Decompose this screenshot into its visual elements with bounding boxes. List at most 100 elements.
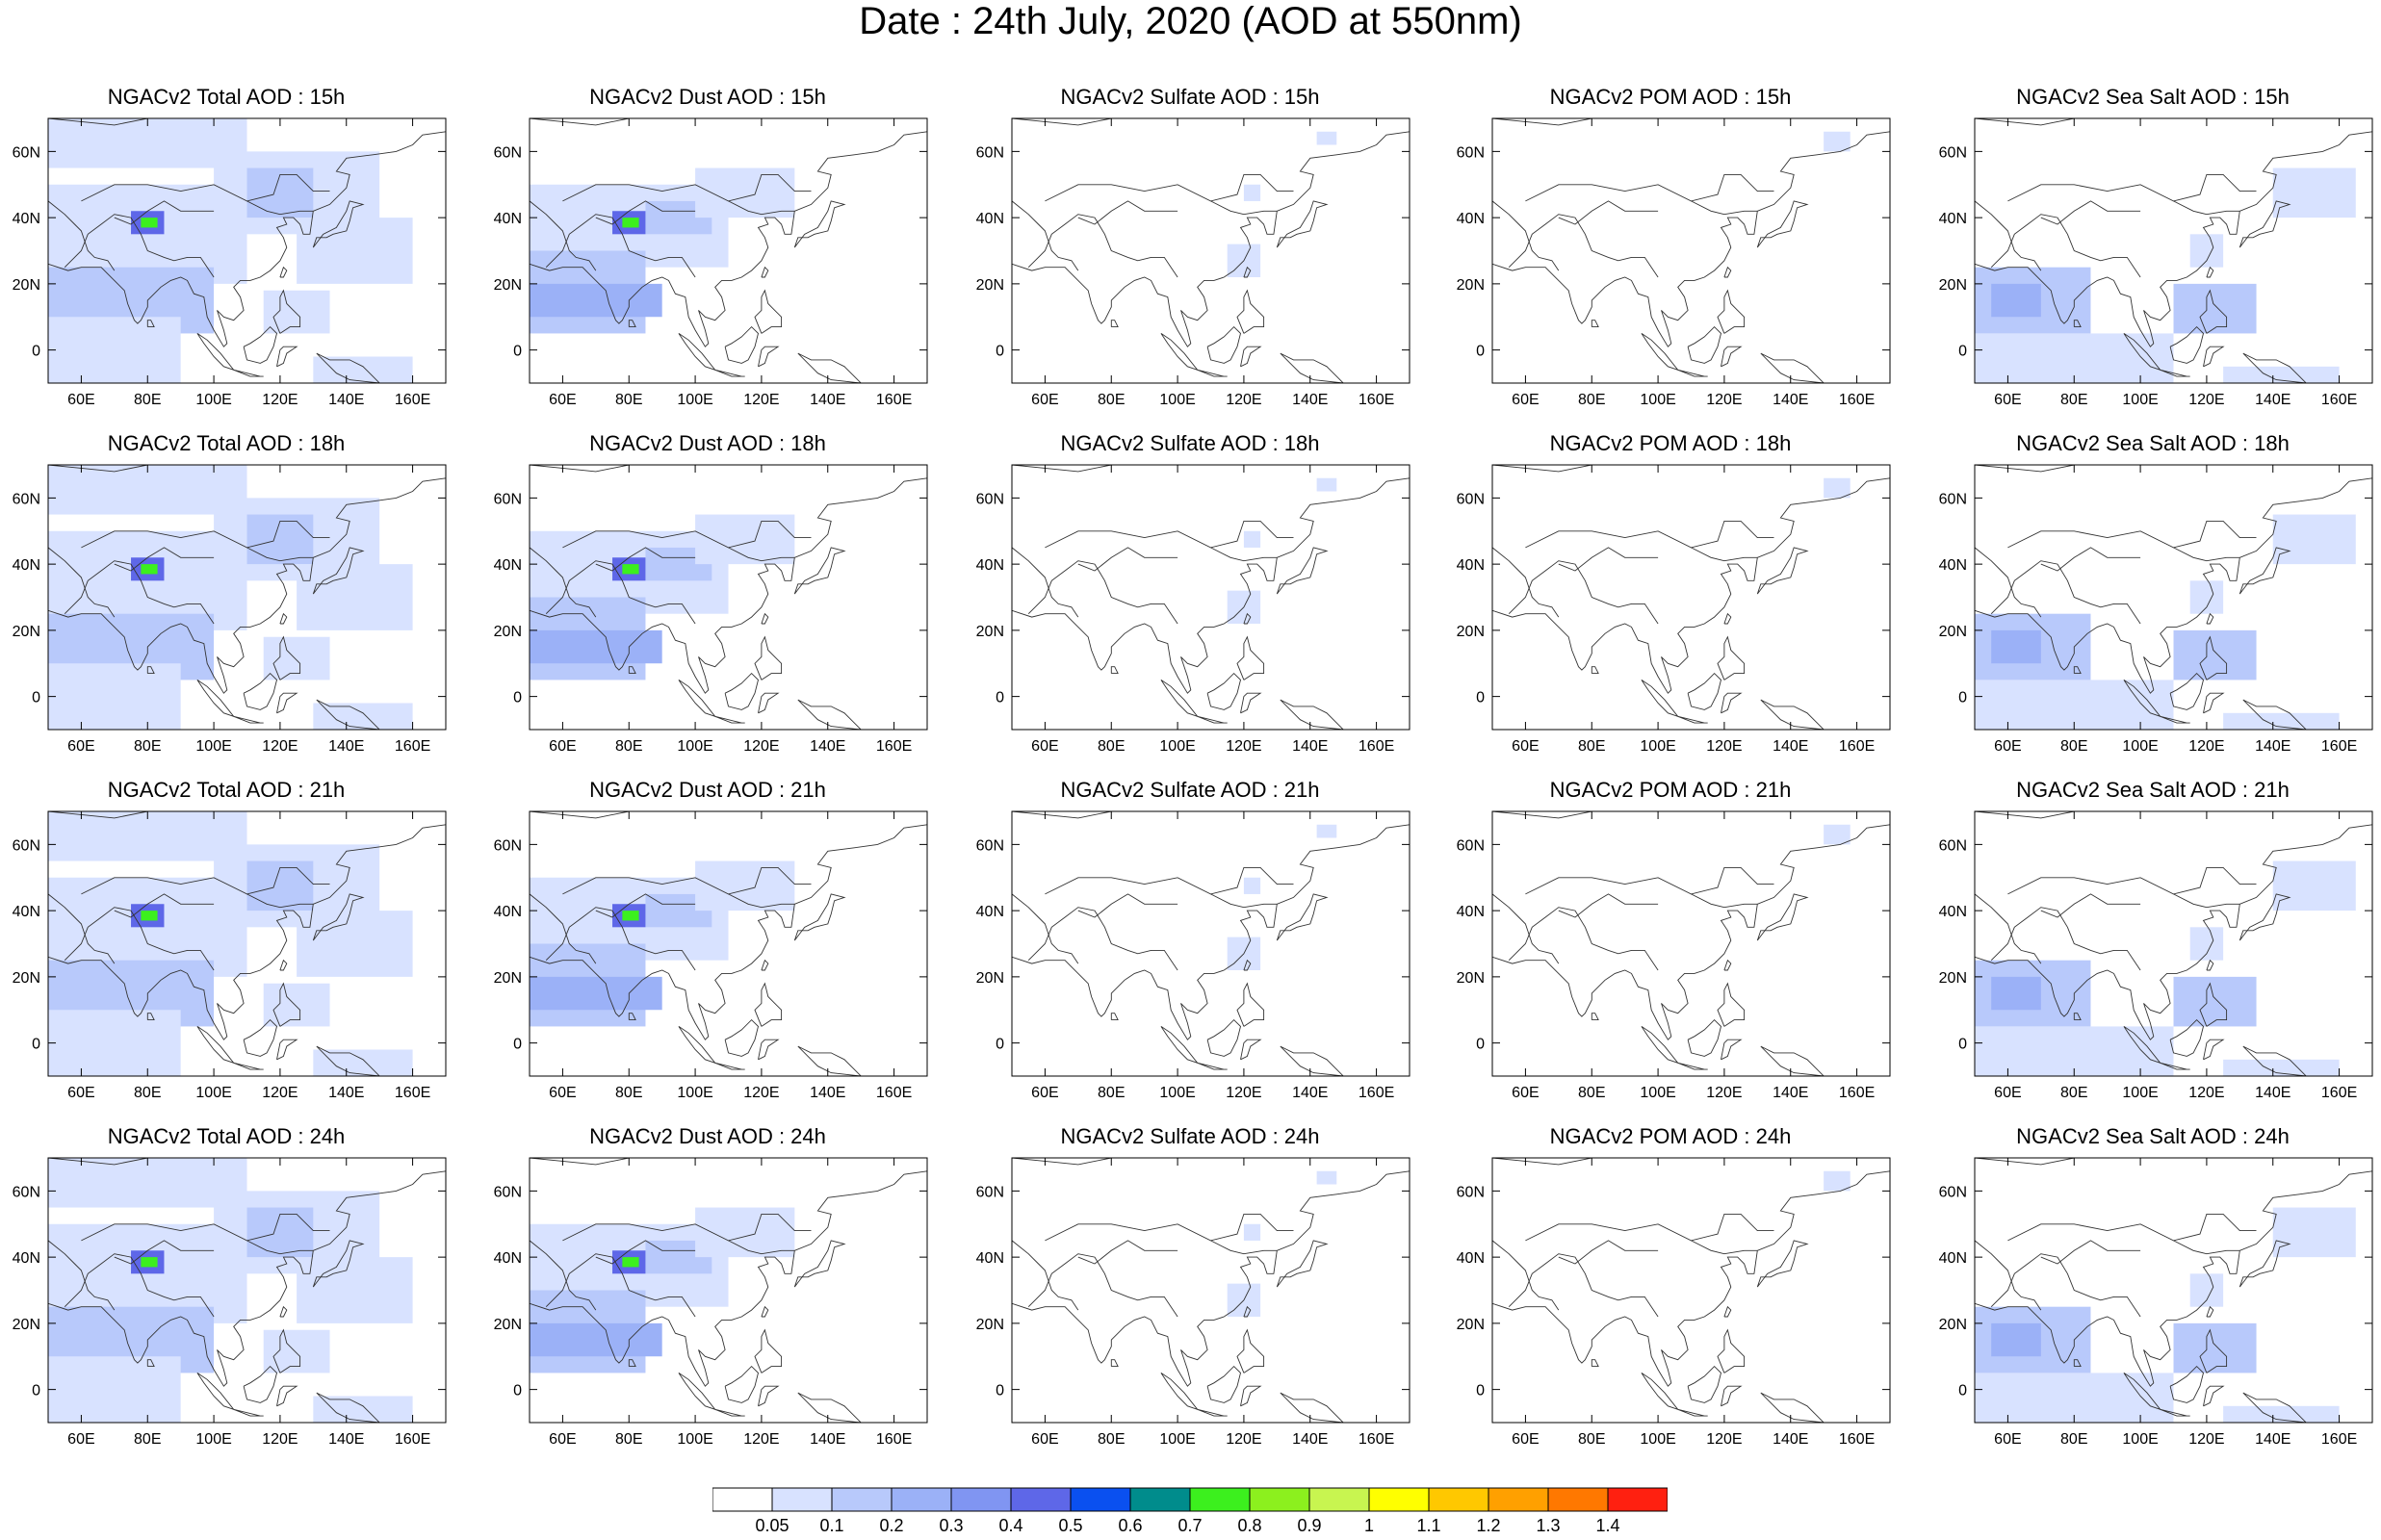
coastline	[1012, 811, 1410, 819]
lon-tick-label: 140E	[328, 738, 364, 755]
coastline	[793, 200, 846, 248]
coastline	[2173, 547, 2240, 562]
lon-tick-label: 60E	[549, 1431, 576, 1448]
aod-cell	[2189, 580, 2224, 614]
coastline	[276, 346, 298, 368]
coastline	[1160, 680, 1200, 718]
coastline	[64, 907, 215, 971]
coastline	[2206, 959, 2214, 971]
lat-tick-label: 0	[513, 344, 522, 360]
coastline	[2199, 1328, 2228, 1373]
coastline	[1677, 1062, 1708, 1070]
coastline	[1756, 200, 1809, 248]
lat-tick-label: 20N	[494, 277, 522, 294]
lon-tick-label: 80E	[2060, 1431, 2087, 1448]
coastline	[114, 200, 215, 225]
lon-tick-label: 80E	[615, 738, 642, 755]
aod-cell	[1316, 1170, 1337, 1185]
lon-tick-label: 60E	[549, 738, 576, 755]
colorbar-label: 0.2	[879, 1516, 903, 1535]
lon-tick-label: 80E	[1578, 392, 1605, 408]
aod-cell	[530, 283, 662, 318]
coastline	[2203, 692, 2225, 714]
coastline	[1492, 118, 1890, 126]
coastline	[530, 118, 927, 126]
plot-frame	[1974, 464, 2373, 731]
lon-tick-label: 140E	[328, 392, 364, 408]
coastline	[2199, 982, 2228, 1027]
coastline	[1012, 131, 1410, 347]
coastline	[1110, 320, 1119, 328]
colorbar-label: 0.3	[939, 1516, 963, 1535]
lon-tick-label: 100E	[1159, 1431, 1195, 1448]
coastline	[1721, 1385, 1743, 1407]
map-svg: 60E 80E 100E 120E 140E 160E 60N 40N 20N 0	[1939, 810, 2373, 1101]
lon-tick-label: 80E	[615, 1085, 642, 1101]
coastline	[1492, 200, 1560, 271]
coastline	[754, 289, 783, 334]
map-panel-dust-24: NGACv2 Dust AOD : 24h 60E 80E 100E 120E 140E 1…	[481, 1124, 934, 1451]
coastline	[246, 1240, 314, 1255]
lon-tick-label: 140E	[1292, 1431, 1328, 1448]
coastline	[48, 477, 446, 694]
lon-tick-label: 160E	[876, 1085, 912, 1101]
coastline	[628, 666, 636, 675]
coastline	[1276, 893, 1329, 941]
aod-cell	[1975, 1373, 2174, 1423]
lon-tick-label: 120E	[2188, 1431, 2224, 1448]
coastline	[196, 1373, 236, 1411]
coastline	[146, 1359, 155, 1368]
coastline	[2239, 200, 2291, 248]
coastline	[64, 214, 215, 278]
aod-cell	[2223, 712, 2340, 730]
coastline	[1717, 635, 1746, 680]
plot-frame	[529, 810, 928, 1077]
coastline	[797, 352, 862, 383]
map-svg: 60E 80E 100E 120E 140E 160E 60N 40N 20N 0	[1939, 1157, 2373, 1448]
aod-cell	[1316, 824, 1337, 838]
coastline	[595, 547, 696, 572]
colorbar-label: 0.05	[755, 1516, 789, 1535]
aod-cell	[2272, 167, 2356, 218]
colorbar-swatch	[831, 1487, 893, 1512]
coastline	[1641, 1026, 1680, 1065]
colorbar-label: 0.9	[1297, 1516, 1321, 1535]
lat-tick-label: 20N	[976, 1317, 1004, 1333]
panel-title: NGACv2 Dust AOD : 18h	[589, 431, 826, 455]
lon-tick-label: 140E	[328, 1085, 364, 1101]
panel-title: NGACv2 POM AOD : 21h	[1549, 778, 1792, 802]
coastline	[2239, 1240, 2291, 1288]
coastline	[1975, 1240, 2042, 1311]
lon-tick-label: 100E	[2122, 1085, 2158, 1101]
coastline	[1276, 200, 1329, 248]
lat-tick-label: 60N	[494, 491, 522, 507]
coastline	[1077, 893, 1178, 918]
aod-cell	[1243, 1223, 1261, 1241]
lon-tick-label: 160E	[395, 738, 430, 755]
coastline	[1236, 289, 1265, 334]
coastline	[714, 715, 745, 724]
map-panel-dust-15: NGACv2 Dust AOD : 15h 60E 80E 100E 120E 140E 1…	[481, 85, 934, 412]
aod-cell	[48, 663, 181, 730]
aod-cell	[530, 976, 662, 1011]
coastline	[2073, 320, 2082, 328]
lat-tick-label: 40N	[1457, 211, 1485, 227]
lat-tick-label: 0	[1958, 1037, 1967, 1053]
lon-tick-label: 80E	[2060, 392, 2087, 408]
aod-cell	[263, 636, 330, 680]
coastline	[1723, 266, 1732, 278]
coastline	[1756, 893, 1809, 941]
lon-tick-label: 140E	[810, 1431, 845, 1448]
map-svg: 60E 80E 100E 120E 140E 160E 60N 40N 20N 0	[494, 810, 928, 1101]
coastline	[530, 893, 597, 964]
lat-tick-label: 40N	[1457, 904, 1485, 920]
lon-tick-label: 100E	[2122, 1431, 2158, 1448]
map-panel-seasalt-24: NGACv2 Sea Salt AOD : 24h 60E 80E 100E 120E 1…	[1927, 1124, 2379, 1451]
coastline	[1110, 666, 1119, 675]
lat-tick-label: 40N	[494, 211, 522, 227]
lat-tick-label: 40N	[1939, 211, 1967, 227]
coastline	[1240, 346, 1262, 368]
lat-tick-label: 0	[513, 690, 522, 706]
coastline	[2073, 666, 2082, 675]
aod-cell	[297, 564, 413, 630]
